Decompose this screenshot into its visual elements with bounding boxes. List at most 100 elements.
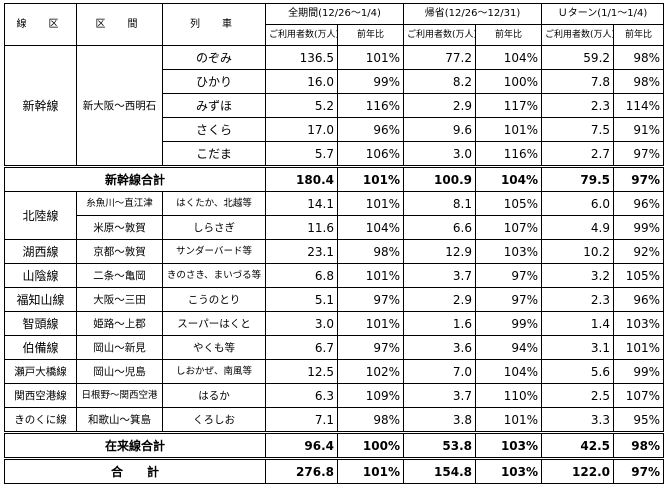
- cell-full-yoy: 116%: [337, 93, 404, 118]
- header-period-full: 全期間(12/26～1/4): [265, 3, 404, 25]
- cell-homecoming-users: 3.7: [403, 263, 476, 288]
- cell-full-users: 136.5: [265, 45, 338, 70]
- cell-homecoming-users: 12.9: [403, 239, 476, 264]
- header-line-area: 線 区: [4, 3, 77, 46]
- table-row: 福知山線 大阪～三田 こうのとり 5.1 97% 2.9 97% 2.3 96%: [4, 287, 665, 312]
- cell-homecoming-users: 2.9: [403, 287, 476, 312]
- cell-homecoming-users: 1.6: [403, 311, 476, 336]
- header-users: ご利用者数(万人): [541, 24, 615, 46]
- cell-full-yoy: 98%: [337, 239, 404, 264]
- cell-homecoming-users: 100.9: [403, 165, 476, 192]
- cell-full-users: 6.3: [265, 383, 338, 408]
- cell-line: 関西空港線: [4, 383, 77, 408]
- cell-uturn-users: 4.9: [541, 215, 615, 240]
- cell-homecoming-users: 3.7: [403, 383, 476, 408]
- cell-train: しらさぎ: [162, 215, 266, 240]
- cell-uturn-users: 42.5: [541, 431, 615, 459]
- cell-homecoming-yoy: 100%: [474, 69, 543, 94]
- cell-full-users: 12.5: [265, 359, 338, 384]
- cell-section: 岡山～新見: [76, 335, 163, 360]
- cell-full-users: 96.4: [265, 431, 338, 459]
- cell-full-yoy: 100%: [337, 431, 404, 459]
- cell-homecoming-yoy: 97%: [474, 287, 543, 312]
- cell-uturn-yoy: 96%: [613, 191, 665, 216]
- cell-line: 新幹線: [4, 45, 77, 167]
- cell-uturn-users: 10.2: [541, 239, 615, 264]
- cell-full-yoy: 97%: [337, 335, 404, 360]
- cell-uturn-yoy: 99%: [613, 215, 665, 240]
- cell-train: しおかぜ、南風等: [162, 359, 266, 384]
- cell-full-users: 17.0: [265, 117, 338, 142]
- cell-uturn-yoy: 98%: [613, 45, 665, 70]
- cell-train: きのさき、まいづる等: [162, 263, 266, 288]
- cell-homecoming-users: 7.0: [403, 359, 476, 384]
- cell-homecoming-yoy: 105%: [474, 191, 543, 216]
- cell-uturn-yoy: 103%: [613, 311, 665, 336]
- cell-train: やくも等: [162, 335, 266, 360]
- table-row: さくら 17.0 96% 9.6 101% 7.5 91%: [5, 117, 665, 142]
- cell-train: みずほ: [162, 93, 266, 118]
- cell-full-yoy: 99%: [337, 69, 404, 94]
- cell-homecoming-users: 3.8: [403, 407, 476, 433]
- grand-total-label: 合 計: [4, 457, 266, 484]
- cell-full-yoy: 96%: [337, 117, 404, 142]
- cell-section: 大阪～三田: [76, 287, 163, 312]
- cell-homecoming-yoy: 101%: [474, 117, 543, 142]
- cell-full-users: 16.0: [265, 69, 338, 94]
- cell-homecoming-yoy: 104%: [474, 359, 543, 384]
- cell-uturn-yoy: 98%: [613, 69, 665, 94]
- table-row: こだま 5.7 106% 3.0 116% 2.7 97%: [5, 141, 665, 167]
- cell-section: 和歌山～箕島: [76, 407, 163, 433]
- cell-uturn-yoy: 92%: [613, 239, 665, 264]
- cell-homecoming-users: 8.1: [403, 191, 476, 216]
- cell-full-users: 276.8: [265, 457, 338, 484]
- cell-uturn-users: 3.1: [541, 335, 615, 360]
- subtotal-label: 新幹線合計: [4, 165, 266, 192]
- subtotal-row: 新幹線合計 180.4 101% 100.9 104% 79.5 97%: [4, 165, 665, 192]
- cell-section: 京都～敦賀: [76, 239, 163, 264]
- cell-uturn-users: 59.2: [541, 45, 615, 70]
- cell-train: ひかり: [162, 69, 266, 94]
- cell-full-users: 11.6: [265, 215, 338, 240]
- header-yoy: 前年比: [613, 24, 665, 46]
- table-row: 米原～敦賀 しらさぎ 11.6 104% 6.6 107% 4.9 99%: [5, 215, 665, 240]
- cell-full-users: 23.1: [265, 239, 338, 264]
- cell-uturn-users: 3.3: [541, 407, 615, 433]
- cell-full-users: 7.1: [265, 407, 338, 433]
- cell-line: 山陰線: [4, 263, 77, 288]
- cell-full-yoy: 101%: [337, 45, 404, 70]
- cell-uturn-users: 2.3: [541, 93, 615, 118]
- cell-uturn-yoy: 97%: [613, 141, 665, 167]
- cell-full-yoy: 106%: [337, 141, 404, 167]
- table-row: 伯備線 岡山～新見 やくも等 6.7 97% 3.6 94% 3.1 101%: [4, 335, 665, 360]
- header-section: 区 間: [76, 3, 163, 46]
- cell-full-yoy: 101%: [337, 263, 404, 288]
- cell-line: 智頭線: [4, 311, 77, 336]
- cell-full-yoy: 101%: [337, 311, 404, 336]
- table-row: ひかり 16.0 99% 8.2 100% 7.8 98%: [5, 69, 665, 94]
- cell-homecoming-yoy: 107%: [474, 215, 543, 240]
- cell-full-users: 180.4: [265, 165, 338, 192]
- cell-uturn-yoy: 105%: [613, 263, 665, 288]
- cell-homecoming-users: 9.6: [403, 117, 476, 142]
- cell-homecoming-yoy: 103%: [474, 239, 543, 264]
- cell-homecoming-yoy: 110%: [474, 383, 543, 408]
- cell-uturn-yoy: 91%: [613, 117, 665, 142]
- table-row: きのくに線 和歌山～箕島 くろしお 7.1 98% 3.8 101% 3.3 95%: [4, 407, 665, 433]
- cell-uturn-users: 2.5: [541, 383, 615, 408]
- table-row: 山陰線 二条～亀岡 きのさき、まいづる等 6.8 101% 3.7 97% 3.2 105%: [4, 263, 665, 288]
- cell-homecoming-yoy: 104%: [474, 45, 543, 70]
- cell-line: 伯備線: [4, 335, 77, 360]
- cell-full-yoy: 97%: [337, 287, 404, 312]
- cell-homecoming-users: 8.2: [403, 69, 476, 94]
- header-yoy: 前年比: [337, 24, 404, 46]
- cell-line: 瀬戸大橋線: [4, 359, 77, 384]
- cell-full-users: 14.1: [265, 191, 338, 216]
- table-row: 瀬戸大橋線 岡山～児島 しおかぜ、南風等 12.5 102% 7.0 104% 5.6 99%: [4, 359, 665, 384]
- cell-uturn-yoy: 97%: [613, 165, 665, 192]
- cell-train: はるか: [162, 383, 266, 408]
- ridership-table: 線 区 区 間 列 車 全期間(12/26～1/4) 帰省(12/26～12/3…: [4, 3, 665, 484]
- header-period-homecoming: 帰省(12/26～12/31): [402, 3, 543, 25]
- cell-train: こだま: [162, 141, 266, 167]
- cell-homecoming-yoy: 97%: [474, 263, 543, 288]
